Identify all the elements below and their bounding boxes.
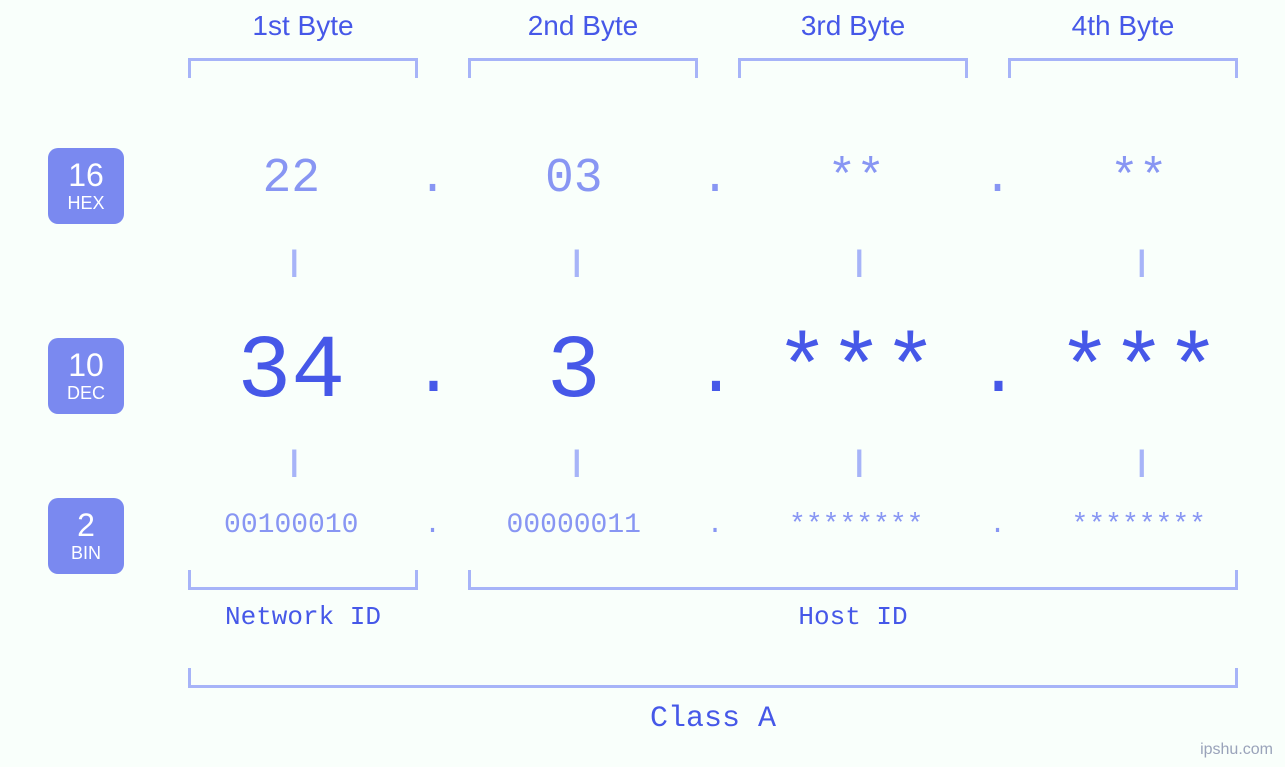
watermark: ipshu.com [1200, 741, 1273, 759]
dec-byte-4: *** [1018, 322, 1261, 424]
hex-byte-4: ** [1018, 152, 1261, 206]
eq-2-4: || [1018, 445, 1261, 479]
hex-row: 22 . 03 . ** . ** [170, 152, 1260, 206]
hex-byte-2: 03 [453, 152, 696, 206]
bin-badge: 2 BIN [48, 498, 124, 574]
class-label: Class A [178, 702, 1248, 736]
dec-row: 34 . 3 . *** . *** [170, 322, 1260, 424]
dec-base-label: DEC [67, 383, 105, 404]
bin-byte-1: 00100010 [170, 510, 413, 541]
network-id-label: Network ID [178, 602, 428, 632]
equals-row-top: || || || || [170, 245, 1260, 279]
dec-byte-3: *** [735, 322, 978, 424]
hex-dot-1: . [413, 152, 453, 206]
bracket-byte-3 [738, 58, 968, 78]
dec-dot-1: . [413, 334, 453, 413]
hex-base-label: HEX [67, 193, 104, 214]
byte-header-2: 2nd Byte [458, 10, 708, 42]
eq-1-1: || [170, 245, 413, 279]
bin-base-label: BIN [71, 543, 101, 564]
bin-row: 00100010 . 00000011 . ******** . *******… [170, 510, 1260, 541]
hex-base-num: 16 [68, 159, 104, 191]
bracket-network-id [188, 570, 418, 590]
dec-byte-2: 3 [453, 322, 696, 424]
dec-dot-2: . [695, 334, 735, 413]
bin-byte-2: 00000011 [453, 510, 696, 541]
hex-dot-2: . [695, 152, 735, 206]
equals-row-bottom: || || || || [170, 445, 1260, 479]
hex-byte-1: 22 [170, 152, 413, 206]
host-id-label: Host ID [468, 602, 1238, 632]
bin-dot-3: . [978, 510, 1018, 541]
bin-byte-4: ******** [1018, 510, 1261, 541]
bracket-byte-1 [188, 58, 418, 78]
dec-byte-1: 34 [170, 322, 413, 424]
bracket-class [188, 668, 1238, 688]
bracket-byte-4 [1008, 58, 1238, 78]
bin-byte-3: ******** [735, 510, 978, 541]
bin-dot-2: . [695, 510, 735, 541]
hex-badge: 16 HEX [48, 148, 124, 224]
eq-1-4: || [1018, 245, 1261, 279]
bin-dot-1: . [413, 510, 453, 541]
byte-header-3: 3rd Byte [728, 10, 978, 42]
eq-1-3: || [735, 245, 978, 279]
hex-byte-3: ** [735, 152, 978, 206]
eq-2-1: || [170, 445, 413, 479]
dec-base-num: 10 [68, 349, 104, 381]
eq-2-3: || [735, 445, 978, 479]
dec-badge: 10 DEC [48, 338, 124, 414]
bracket-host-id [468, 570, 1238, 590]
bracket-byte-2 [468, 58, 698, 78]
eq-2-2: || [453, 445, 696, 479]
hex-dot-3: . [978, 152, 1018, 206]
eq-1-2: || [453, 245, 696, 279]
dec-dot-3: . [978, 334, 1018, 413]
byte-header-4: 4th Byte [998, 10, 1248, 42]
byte-header-1: 1st Byte [178, 10, 428, 42]
bin-base-num: 2 [77, 509, 95, 541]
